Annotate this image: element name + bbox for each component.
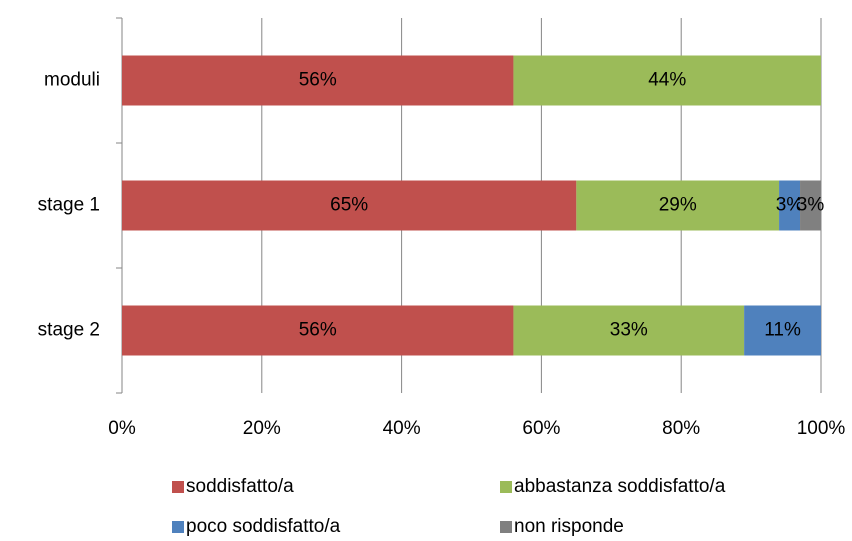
bar-segment [122, 305, 514, 356]
bar-segment [122, 180, 577, 231]
data-label: 44% [648, 70, 686, 91]
bar-segment [513, 55, 821, 106]
legend-label: abbastanza soddisfatto/a [514, 476, 726, 497]
x-tick-label: 60% [522, 418, 560, 439]
x-tick-label: 20% [243, 418, 281, 439]
y-tick-label: stage 2 [38, 320, 100, 341]
bar-segment [779, 180, 801, 231]
data-label: 65% [330, 195, 368, 216]
legend-swatch [172, 481, 184, 493]
y-tick-label: stage 1 [38, 195, 100, 216]
data-label: 3% [797, 195, 825, 216]
x-tick-label: 100% [797, 418, 846, 439]
y-tick-label: moduli [44, 70, 100, 91]
bar-segment [513, 305, 745, 356]
bar-segment [800, 180, 821, 231]
legend-label: poco soddisfatto/a [186, 516, 341, 537]
bar-segment [576, 180, 780, 231]
data-label: 3% [776, 195, 804, 216]
legend-label: non risponde [514, 516, 624, 537]
data-label: 56% [299, 320, 337, 341]
legend-label: soddisfatto/a [186, 476, 294, 497]
bar-segment [122, 55, 514, 106]
legend-swatch [500, 481, 512, 493]
x-tick-label: 40% [383, 418, 421, 439]
x-tick-label: 0% [108, 418, 136, 439]
x-tick-label: 80% [662, 418, 700, 439]
data-label: 56% [299, 70, 337, 91]
legend-swatch [172, 521, 184, 533]
data-label: 29% [659, 195, 697, 216]
data-label: 33% [610, 320, 648, 341]
data-label: 11% [764, 320, 801, 341]
bar-segment [744, 305, 821, 356]
legend-swatch [500, 521, 512, 533]
